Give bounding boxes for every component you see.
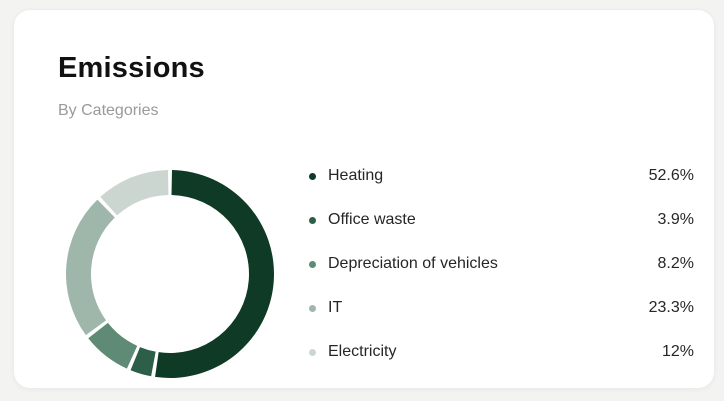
legend-label: Depreciation of vehicles <box>328 255 498 272</box>
legend-value: 3.9% <box>657 211 694 228</box>
card-title: Emissions <box>58 52 205 84</box>
chart-legend: Heating 52.6% Office waste 3.9% Depreciation… <box>304 165 694 385</box>
legend-label: Office waste <box>328 211 416 228</box>
donut-slice-depreciation-of-vehicles[interactable] <box>88 322 138 369</box>
legend-swatch <box>309 217 316 224</box>
legend-item-depreciation-of-vehicles: Depreciation of vehicles 8.2% <box>304 253 694 297</box>
donut-chart <box>65 170 274 378</box>
legend-swatch <box>309 305 316 312</box>
donut-slice-heating[interactable] <box>155 170 274 378</box>
legend-value: 8.2% <box>657 255 694 272</box>
donut-slice-it[interactable] <box>65 199 115 336</box>
legend-label: Heating <box>328 167 384 184</box>
legend-swatch <box>309 173 316 180</box>
legend-label: IT <box>328 299 343 316</box>
legend-item-heating: Heating 52.6% <box>304 165 694 209</box>
donut-slice-office-waste[interactable] <box>130 347 156 377</box>
legend-label: Electricity <box>328 343 397 360</box>
legend-value: 52.6% <box>648 167 694 184</box>
donut-slice-electricity[interactable] <box>100 170 169 216</box>
legend-item-office-waste: Office waste 3.9% <box>304 209 694 253</box>
emissions-card: Emissions By Categories Heating 52.6% Offi… <box>14 10 714 388</box>
legend-item-it: IT 23.3% <box>304 297 694 341</box>
legend-swatch <box>309 261 316 268</box>
legend-value: 23.3% <box>648 299 694 316</box>
legend-item-electricity: Electricity 12% <box>304 341 694 385</box>
legend-value: 12% <box>661 343 694 360</box>
legend-swatch <box>309 349 316 356</box>
card-subtitle: By Categories <box>58 102 159 119</box>
